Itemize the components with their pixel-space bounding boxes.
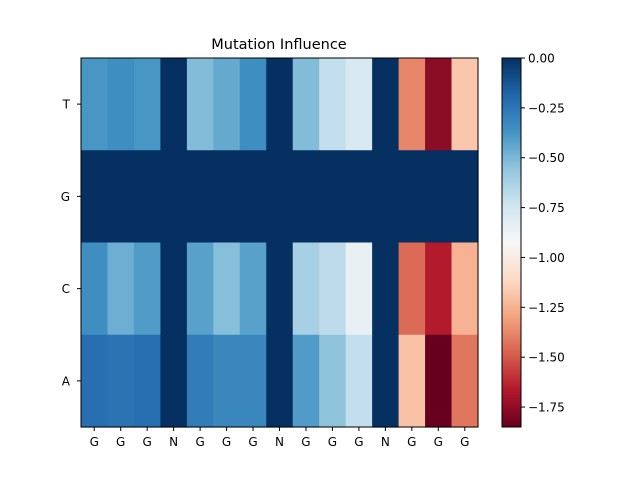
heatmap-cell (160, 334, 188, 428)
x-tick-label: N (169, 435, 178, 449)
heatmap-cell (372, 150, 400, 244)
x-tick-label: G (301, 435, 310, 449)
heatmap-cell (451, 150, 479, 244)
x-tick-label: G (248, 435, 257, 449)
heatmap-cell (266, 242, 294, 336)
colorbar-tick-label: 0.00 (528, 52, 555, 66)
heatmap-cell (345, 334, 373, 428)
x-tick-label: G (116, 435, 125, 449)
colorbar-ticks: 0.00 −0.25 −0.50 −0.75 −1.00 −1.25 −1.50 −1.75 (521, 52, 565, 415)
heatmap-cell (425, 150, 453, 244)
x-tick-label: G (222, 435, 231, 449)
heatmap-cell (239, 150, 267, 244)
heatmap-cell (186, 58, 214, 151)
heatmap-cell (81, 58, 109, 151)
heatmap-cells (81, 58, 479, 428)
heatmap-cell (266, 334, 294, 428)
heatmap-cell (239, 58, 267, 151)
colorbar-tick-label: −1.00 (528, 251, 565, 265)
colorbar (501, 57, 522, 428)
heatmap-cell (186, 150, 214, 244)
heatmap-cell (239, 242, 267, 336)
colorbar-tick-label: −1.25 (528, 301, 565, 315)
x-tick-label: G (407, 435, 416, 449)
heatmap-cell (345, 242, 373, 336)
y-axis-ticks: T G C A (61, 98, 81, 388)
x-tick-label: G (434, 435, 443, 449)
heatmap-cell (319, 334, 347, 428)
heatmap-cell (160, 58, 188, 151)
heatmap-cell (160, 150, 188, 244)
heatmap-cell (292, 242, 320, 336)
colorbar-tick-label: −0.75 (528, 201, 565, 215)
heatmap-cell (398, 58, 426, 151)
y-tick-label: C (62, 282, 70, 296)
heatmap-cell (425, 242, 453, 336)
heatmap-cell (160, 242, 188, 336)
heatmap-cell (398, 150, 426, 244)
y-tick-label: A (62, 374, 71, 388)
heatmap-cell (319, 58, 347, 151)
heatmap-cell (186, 334, 214, 428)
heatmap-cell (186, 242, 214, 336)
x-tick-label: N (381, 435, 390, 449)
heatmap-cell (372, 58, 400, 151)
heatmap-cell (107, 58, 135, 151)
heatmap-cell (81, 150, 109, 244)
x-tick-label: G (328, 435, 337, 449)
heatmap-cell (107, 242, 135, 336)
heatmap-cell (133, 58, 161, 151)
heatmap-cell (107, 334, 135, 428)
heatmap-cell (425, 58, 453, 151)
x-tick-label: N (275, 435, 284, 449)
heatmap-cell (425, 334, 453, 428)
heatmap-cell (213, 150, 241, 244)
x-tick-label: G (354, 435, 363, 449)
colorbar-tick-label: −0.25 (528, 101, 565, 115)
heatmap-cell (372, 242, 400, 336)
y-tick-label: T (62, 98, 71, 112)
heatmap-cell (213, 334, 241, 428)
heatmap-cell (398, 242, 426, 336)
y-tick-label: G (61, 190, 70, 204)
heatmap-cell (372, 334, 400, 428)
colorbar-tick-label: −1.50 (528, 351, 565, 365)
x-tick-label: G (195, 435, 204, 449)
x-tick-label: G (143, 435, 152, 449)
heatmap-cell (133, 150, 161, 244)
heatmap-cell (292, 150, 320, 244)
chart-title: Mutation Influence (211, 37, 347, 53)
heatmap-cell (213, 58, 241, 151)
heatmap-cell (345, 58, 373, 151)
heatmap-cell (292, 334, 320, 428)
x-tick-label: G (460, 435, 469, 449)
heatmap-cell (239, 334, 267, 428)
heatmap-cell (266, 150, 294, 244)
heatmap-cell (81, 242, 109, 336)
heatmap-cell (345, 150, 373, 244)
heatmap-cell (398, 334, 426, 428)
heatmap-cell (292, 58, 320, 151)
heatmap-cell (107, 150, 135, 244)
heatmap-cell (319, 242, 347, 336)
colorbar-tick-label: −1.75 (528, 401, 565, 415)
heatmap-cell (451, 334, 479, 428)
heatmap-cell (451, 58, 479, 151)
heatmap-cell (133, 334, 161, 428)
x-tick-label: G (90, 435, 99, 449)
heatmap-cell (319, 150, 347, 244)
heatmap-cell (133, 242, 161, 336)
heatmap-cell (451, 242, 479, 336)
colorbar-tick-label: −0.50 (528, 151, 565, 165)
heatmap-cell (81, 334, 109, 428)
heatmap-cell (213, 242, 241, 336)
heatmap-cell (266, 58, 294, 151)
